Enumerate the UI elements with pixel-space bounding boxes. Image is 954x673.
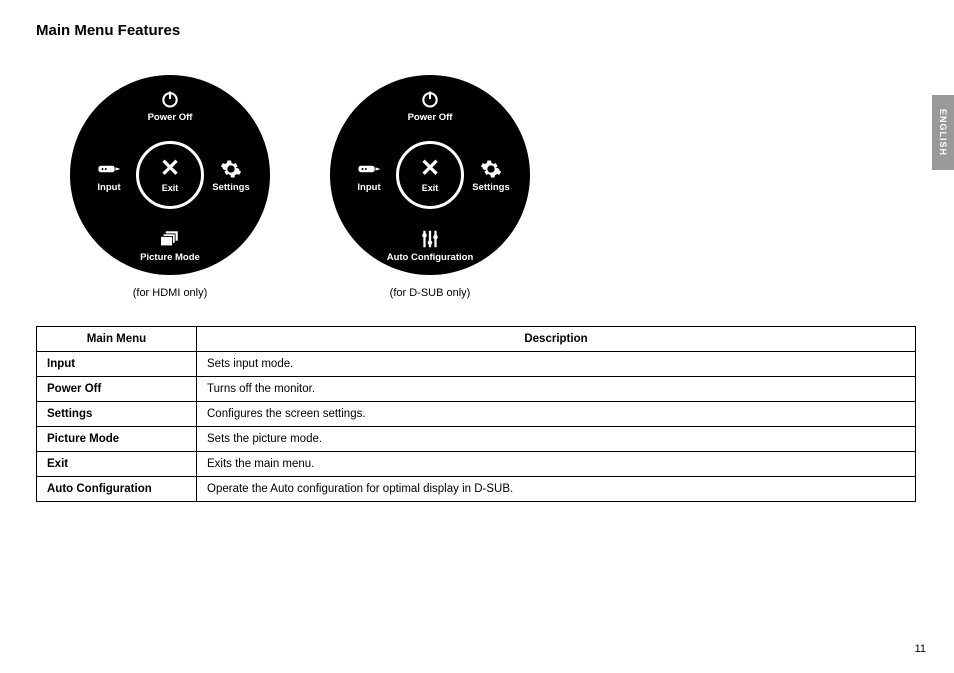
row-menu: Settings bbox=[37, 402, 197, 427]
gear-icon bbox=[480, 157, 502, 181]
table-row: SettingsConfigures the screen settings. bbox=[37, 402, 916, 427]
row-desc: Turns off the monitor. bbox=[197, 377, 916, 402]
auto-config-label: Auto Configuration bbox=[387, 252, 474, 263]
row-menu: Input bbox=[37, 352, 197, 377]
table-header-row: Main Menu Description bbox=[37, 327, 916, 352]
settings-label: Settings bbox=[472, 182, 509, 193]
dial-dsub-bottom: Auto Configuration bbox=[385, 227, 475, 263]
dial-hdmi-wrap: Power Off Input Settings Picture Mode bbox=[70, 75, 270, 299]
dial-hdmi-bottom: Picture Mode bbox=[125, 227, 215, 263]
row-desc: Sets the picture mode. bbox=[197, 427, 916, 452]
close-icon: ✕ bbox=[420, 157, 440, 181]
header-main-menu: Main Menu bbox=[37, 327, 197, 352]
row-desc: Operate the Auto configuration for optim… bbox=[197, 477, 916, 502]
table-row: InputSets input mode. bbox=[37, 352, 916, 377]
exit-label: Exit bbox=[422, 183, 439, 193]
table-body: InputSets input mode.Power OffTurns off … bbox=[37, 352, 916, 502]
row-menu: Picture Mode bbox=[37, 427, 197, 452]
features-table-wrap: Main Menu Description InputSets input mo… bbox=[36, 326, 916, 502]
features-table: Main Menu Description InputSets input mo… bbox=[36, 326, 916, 502]
row-desc: Sets input mode. bbox=[197, 352, 916, 377]
row-desc: Exits the main menu. bbox=[197, 452, 916, 477]
power-icon bbox=[160, 87, 180, 111]
row-menu: Auto Configuration bbox=[37, 477, 197, 502]
row-menu: Exit bbox=[37, 452, 197, 477]
header-description: Description bbox=[197, 327, 916, 352]
page-number: 11 bbox=[915, 643, 926, 655]
table-row: Power OffTurns off the monitor. bbox=[37, 377, 916, 402]
power-icon bbox=[420, 87, 440, 111]
power-off-label: Power Off bbox=[148, 112, 193, 123]
dial-hdmi-caption: (for HDMI only) bbox=[70, 287, 270, 299]
dial-dsub-top: Power Off bbox=[385, 87, 475, 123]
dial-dsub-caption: (for D-SUB only) bbox=[330, 287, 530, 299]
dial-dsub-center: ✕ Exit bbox=[396, 141, 464, 209]
input-icon bbox=[96, 157, 122, 181]
close-icon: ✕ bbox=[160, 157, 180, 181]
input-label: Input bbox=[357, 182, 380, 193]
table-row: Picture ModeSets the picture mode. bbox=[37, 427, 916, 452]
page-title: Main Menu Features bbox=[36, 22, 180, 39]
sliders-icon bbox=[419, 227, 441, 251]
picture-mode-icon bbox=[158, 227, 182, 251]
language-tab: ENGLISH bbox=[932, 95, 954, 170]
dial-row: Power Off Input Settings Picture Mode bbox=[70, 75, 530, 299]
row-menu: Power Off bbox=[37, 377, 197, 402]
dial-hdmi-center: ✕ Exit bbox=[136, 141, 204, 209]
exit-label: Exit bbox=[162, 183, 179, 193]
dial-hdmi: Power Off Input Settings Picture Mode bbox=[70, 75, 270, 275]
dial-dsub: Power Off Input Settings bbox=[330, 75, 530, 275]
input-icon bbox=[356, 157, 382, 181]
dial-dsub-wrap: Power Off Input Settings bbox=[330, 75, 530, 299]
gear-icon bbox=[220, 157, 242, 181]
row-desc: Configures the screen settings. bbox=[197, 402, 916, 427]
power-off-label: Power Off bbox=[408, 112, 453, 123]
table-row: Auto ConfigurationOperate the Auto confi… bbox=[37, 477, 916, 502]
dial-hdmi-top: Power Off bbox=[125, 87, 215, 123]
picture-mode-label: Picture Mode bbox=[140, 252, 200, 263]
settings-label: Settings bbox=[212, 182, 249, 193]
input-label: Input bbox=[97, 182, 120, 193]
table-row: ExitExits the main menu. bbox=[37, 452, 916, 477]
